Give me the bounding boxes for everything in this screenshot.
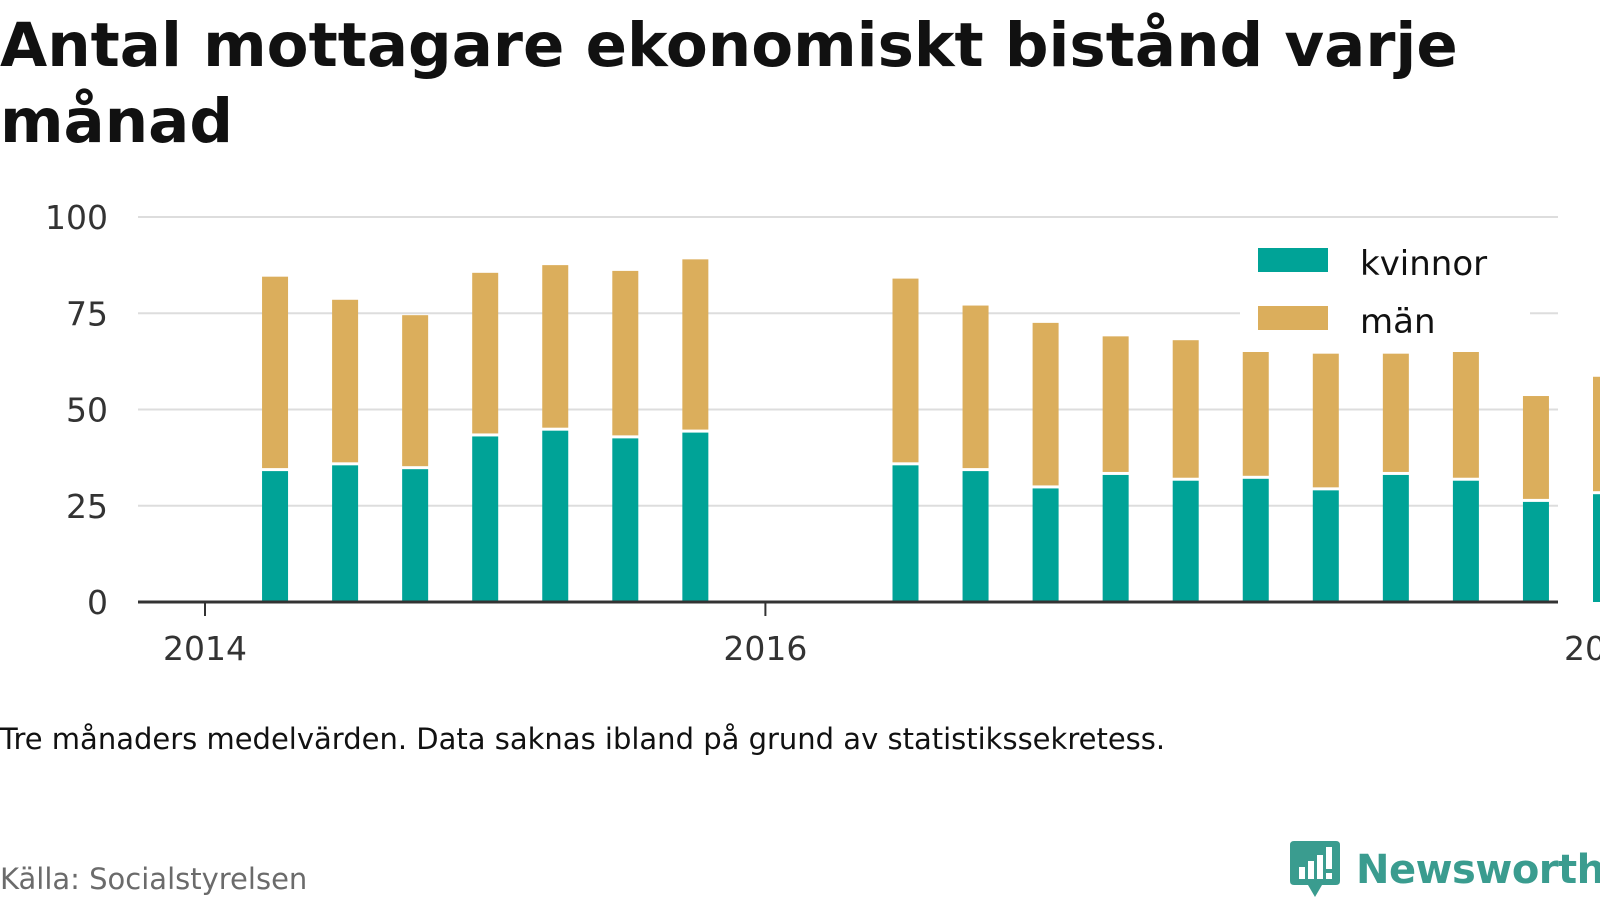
legend-swatch-kvinnor — [1258, 248, 1328, 272]
bar-kvinnor — [332, 465, 359, 602]
bar-kvinnor — [402, 469, 429, 602]
y-tick-label: 50 — [66, 391, 108, 430]
x-axis: 20142016201920212023 — [138, 600, 1600, 668]
bar-kvinnor — [1242, 478, 1269, 602]
bar-kvinnor — [1102, 474, 1129, 602]
y-axis: 0 25 50 75 100 — [45, 198, 108, 622]
bar-man — [1102, 336, 1129, 472]
bar-man — [1522, 396, 1549, 499]
bar-man — [332, 299, 359, 463]
legend-label-kvinnor: kvinnor — [1360, 244, 1487, 284]
x-tick-label: 2019 — [1564, 629, 1600, 668]
bar-man — [262, 276, 289, 469]
source-credit: Källa: Socialstyrelsen — [0, 862, 308, 896]
bar-kvinnor — [472, 436, 499, 602]
bar-man — [892, 278, 919, 463]
bar-kvinnor — [262, 471, 289, 602]
bar-man — [542, 265, 569, 428]
bars — [262, 259, 1600, 602]
y-tick-label: 0 — [87, 583, 108, 622]
bar-kvinnor — [1312, 490, 1339, 602]
legend-label-man: män — [1360, 302, 1436, 342]
bar-man — [1382, 353, 1409, 472]
bar-kvinnor — [612, 438, 639, 602]
bar-man — [472, 272, 499, 434]
bar-man — [1242, 344, 1269, 476]
y-tick-label: 25 — [66, 487, 108, 526]
bar-man — [962, 305, 989, 469]
x-tick-label: 2016 — [723, 629, 807, 668]
bar-kvinnor — [1522, 501, 1549, 602]
bar-kvinnor — [1032, 488, 1059, 602]
newsworthy-bar-chart-logo-icon — [1290, 841, 1340, 897]
bar-man — [612, 270, 639, 436]
brand-name: Newsworthy — [1356, 847, 1600, 893]
brand: Newsworthy — [1290, 840, 1600, 900]
bar-kvinnor — [962, 471, 989, 602]
bar-man — [1312, 353, 1339, 488]
bar-man — [1032, 322, 1059, 486]
bar-kvinnor — [1452, 480, 1479, 602]
chart-note: Tre månaders medelvärden. Data saknas ib… — [0, 722, 1166, 756]
bar-man — [1452, 336, 1479, 478]
y-tick-label: 75 — [66, 294, 108, 333]
bar-kvinnor — [1382, 474, 1409, 602]
bar-kvinnor — [892, 465, 919, 602]
bar-kvinnor — [682, 432, 709, 602]
bar-kvinnor — [1172, 480, 1199, 602]
legend: kvinnor män — [1240, 232, 1530, 352]
bar-kvinnor — [542, 430, 569, 602]
y-tick-label: 100 — [45, 198, 108, 237]
bar-man — [1172, 340, 1199, 478]
chart-title: Antal mottagare ekonomiskt bistånd varje… — [0, 10, 1458, 157]
bar-man — [1593, 376, 1600, 492]
bar-man — [682, 259, 709, 430]
x-tick-label: 2014 — [163, 629, 247, 668]
bar-kvinnor — [1593, 494, 1600, 602]
legend-swatch-man — [1258, 306, 1328, 330]
bar-man — [402, 315, 429, 467]
